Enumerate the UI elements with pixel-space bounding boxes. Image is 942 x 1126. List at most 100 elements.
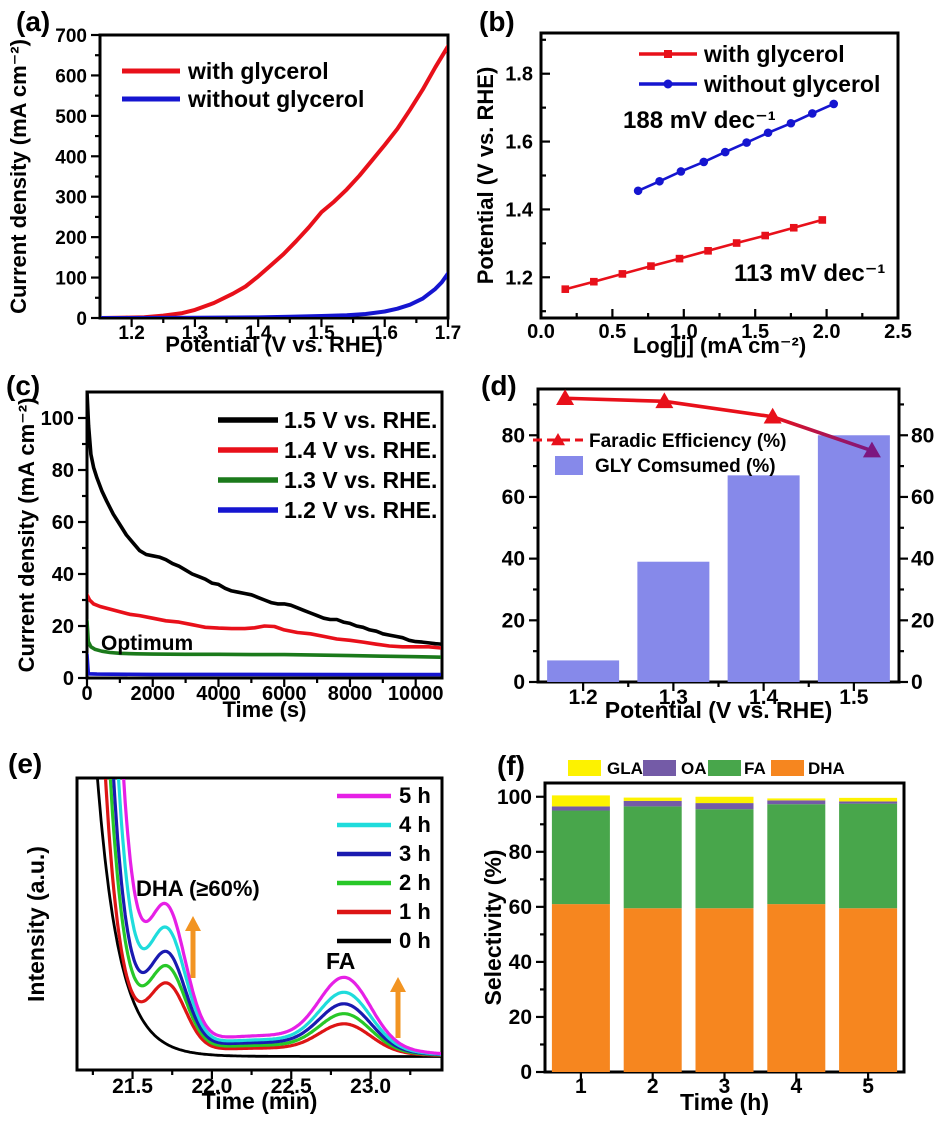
legend-label: 5 h <box>399 783 431 808</box>
bar-dha-h3 <box>695 908 754 1072</box>
legend-label: with glycerol <box>703 41 845 67</box>
bar-dha-h1 <box>551 904 610 1072</box>
bar-gla-h1 <box>551 795 610 807</box>
x-tick-label: 22.0 <box>191 1075 232 1098</box>
series-faradic-efficiency-end <box>772 415 873 453</box>
legend-label: OA <box>681 759 707 778</box>
bar-dha-h2 <box>623 908 682 1072</box>
y-tick-label: 600 <box>55 66 87 87</box>
y-tick-label: 80 <box>52 460 74 482</box>
x-tick-label: 0.0 <box>527 321 555 343</box>
fe-triangle-marker <box>556 389 575 406</box>
y-tick-label: 60 <box>502 486 525 509</box>
series-with-glycerol <box>101 44 447 317</box>
x-tick-label: 6000 <box>262 683 307 705</box>
y-tick-label-right: 40 <box>911 548 934 571</box>
x-tick-label: 22.5 <box>271 1075 312 1098</box>
y-tick-label: 500 <box>55 107 87 128</box>
legend-item-gly-consumed: GLY Comsumed (%) <box>555 456 776 477</box>
optimum-annotation: Optimum <box>101 632 193 655</box>
x-tick-label: 1.5 <box>839 686 869 709</box>
panel-a-tag: (a) <box>16 6 51 37</box>
bar-gla-h5 <box>839 797 898 802</box>
panel-a: (a) 1.2 1.3 1.4 1.5 1.6 1.7 0 100 200 300 400 500 60… <box>0 0 471 360</box>
x-tick-label: 0 <box>81 683 92 705</box>
y-tick-label: 1.8 <box>505 64 533 86</box>
marker-with-glycerol <box>647 262 655 270</box>
marker-without-glycerol <box>742 138 751 147</box>
legend-label: with glycerol <box>187 58 329 84</box>
x-tick-label: 1.4 <box>245 323 272 344</box>
panel-c-tag: (c) <box>6 370 41 401</box>
marker-with-glycerol <box>590 277 598 286</box>
tafel-slope-annotation: 188 mV dec⁻¹ <box>623 107 776 134</box>
marker-with-glycerol <box>732 239 741 247</box>
legend-label: DHA <box>808 759 845 778</box>
x-tick-label: 3 <box>719 1075 731 1098</box>
legend-item-4-h: 4 h <box>337 812 431 837</box>
fe-triangle-marker <box>655 392 674 409</box>
panel-f-tag: (f) <box>497 750 525 781</box>
y-axis-title: Potential (V vs. RHE) <box>473 67 498 285</box>
x-tick-label: 2.5 <box>884 321 912 343</box>
marker-with-glycerol <box>675 254 684 263</box>
triangle-marker <box>551 433 565 446</box>
bar-dha-h4 <box>767 904 826 1072</box>
legend-item-with-glycerol: with glycerol <box>639 41 845 67</box>
panel-f: (f) 1 2 3 4 5 0 20 40 60 80 100 Time (h) Selectivity… <box>471 740 942 1126</box>
panel-b-chart: 0.0 0.5 1.0 1.5 2.0 2.5 1.2 1.4 1.6 1.8 Log[j] (mA… <box>473 31 912 358</box>
legend-item-oa: OA <box>643 759 707 778</box>
tafel-slope-annotation: 113 mV dec⁻¹ <box>734 260 885 287</box>
marker-without-glycerol <box>829 99 839 109</box>
dha-annotation: DHA (≥60%) <box>136 876 260 901</box>
marker-without-glycerol <box>699 157 709 167</box>
y-tick-label: 100 <box>497 786 532 809</box>
bar-fa-h5 <box>839 803 898 909</box>
bar-oa-h5 <box>839 801 898 804</box>
legend-item-gla: GLA <box>568 759 643 778</box>
axes-frame-c <box>85 390 444 680</box>
bar-gly-consumed-1.5 <box>817 435 890 682</box>
up-arrow-head <box>185 916 201 931</box>
panel-d: (d) 1.2 1.3 1.4 1.5 0 0 20 20 40 40 60 60 80 80 Potent… <box>471 360 942 740</box>
y-tick-label-right: 0 <box>911 671 923 694</box>
panel-f-chart: 1 2 3 4 5 0 20 40 60 80 100 Time (h) Selectivity (%)… <box>480 759 906 1115</box>
bar-dha-h5 <box>839 908 898 1072</box>
legend-label: 3 h <box>399 841 431 866</box>
marker-without-glycerol <box>676 167 686 176</box>
axes-frame-e <box>75 776 444 1072</box>
legend-label: 1.4 V vs. RHE. <box>284 437 437 463</box>
marker-without-glycerol <box>808 109 817 118</box>
y-tick-label: 0 <box>63 668 74 690</box>
y-tick-label: 0 <box>76 309 87 330</box>
bar-oa-h3 <box>695 803 754 810</box>
marker-with-glycerol <box>789 223 798 232</box>
y-tick-label: 20 <box>502 609 525 632</box>
y-axis-title: Intensity (a.u.) <box>23 846 49 1002</box>
legend-label: GLA <box>607 759 643 778</box>
legend-label: 1.5 V vs. RHE. <box>284 407 437 433</box>
series-1-5-v-vs-rhe <box>88 393 441 646</box>
marker-without-glycerol <box>655 176 664 186</box>
bar-gla-h3 <box>695 796 754 804</box>
y-tick-label: 700 <box>55 26 87 47</box>
legend-item-0-h: 0 h <box>337 928 431 953</box>
fe-triangle-marker <box>763 407 782 424</box>
x-tick-label: 1.5 <box>308 323 335 344</box>
bar-gly-consumed-1.4 <box>727 475 800 682</box>
y-axis-title: Current density (mA cm⁻²) <box>14 398 39 673</box>
bar-oa-h1 <box>551 806 610 811</box>
x-tick-label: 2.0 <box>813 321 841 343</box>
marker-with-glycerol <box>818 216 827 224</box>
x-axis-title: Log[j] (mA cm⁻²) <box>633 333 806 358</box>
y-tick-label: 60 <box>52 512 74 534</box>
bar-oa-h2 <box>623 800 682 807</box>
x-tick-label: 10000 <box>388 683 444 705</box>
marker-with-glycerol <box>618 270 627 278</box>
x-tick-label: 1.0 <box>670 321 698 343</box>
fe-triangle-marker <box>862 441 881 458</box>
legend-label: without glycerol <box>187 86 364 112</box>
series-without-glycerol <box>101 271 447 317</box>
legend-item-without-glycerol: without glycerol <box>122 86 364 112</box>
